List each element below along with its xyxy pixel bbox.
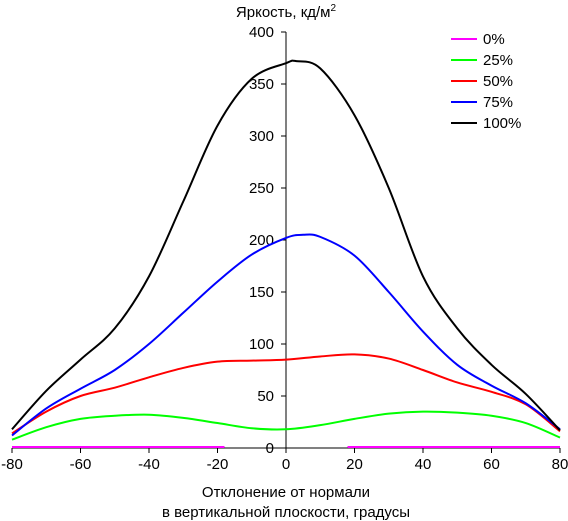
legend-label: 25% — [483, 52, 513, 69]
y-tick-label: 400 — [249, 24, 274, 41]
x-axis-title-line2: в вертикальной плоскости, градусы — [162, 504, 410, 521]
x-tick-label: 60 — [483, 456, 500, 473]
y-tick-label: 350 — [249, 76, 274, 93]
y-axis-title-sup: 2 — [331, 3, 337, 14]
y-tick-label: 150 — [249, 284, 274, 301]
x-tick-label: 0 — [282, 456, 290, 473]
x-axis-title-line1: Отклонение от нормали — [202, 484, 370, 501]
legend-label: 75% — [483, 94, 513, 111]
series-layer — [11, 59, 561, 448]
y-axis-title-main: Яркость, кд/м — [236, 4, 331, 21]
x-tick-label: 80 — [552, 456, 568, 473]
y-tick-label: 0 — [266, 440, 274, 457]
axes: -80 -60 -40 -20 0 20 40 60 80 0 50 100 150 200 250 300 3… — [1, 24, 568, 473]
series-line-50 — [11, 353, 561, 435]
x-tick-label: 40 — [415, 456, 432, 473]
y-tick-label: 50 — [257, 388, 274, 405]
x-tick-label: -40 — [138, 456, 160, 473]
y-axis-title: Яркость, кд/м2 — [236, 3, 337, 21]
legend-label: 100% — [483, 115, 521, 132]
series-line-100 — [11, 59, 561, 432]
y-tick-label: 200 — [249, 232, 274, 249]
x-tick-label: -80 — [1, 456, 23, 473]
series-line-75 — [11, 233, 561, 437]
y-tick-label: 300 — [249, 128, 274, 145]
legend: 0% 25% 50% 75% 100% — [451, 31, 521, 132]
x-tick-label: -20 — [207, 456, 229, 473]
x-tick-label: -60 — [70, 456, 92, 473]
y-tick-label: 100 — [249, 336, 274, 353]
legend-label: 0% — [483, 31, 505, 48]
x-tick-label: 20 — [346, 456, 363, 473]
y-tick-label: 250 — [249, 180, 274, 197]
series-line-25 — [11, 410, 561, 441]
legend-label: 50% — [483, 73, 513, 90]
